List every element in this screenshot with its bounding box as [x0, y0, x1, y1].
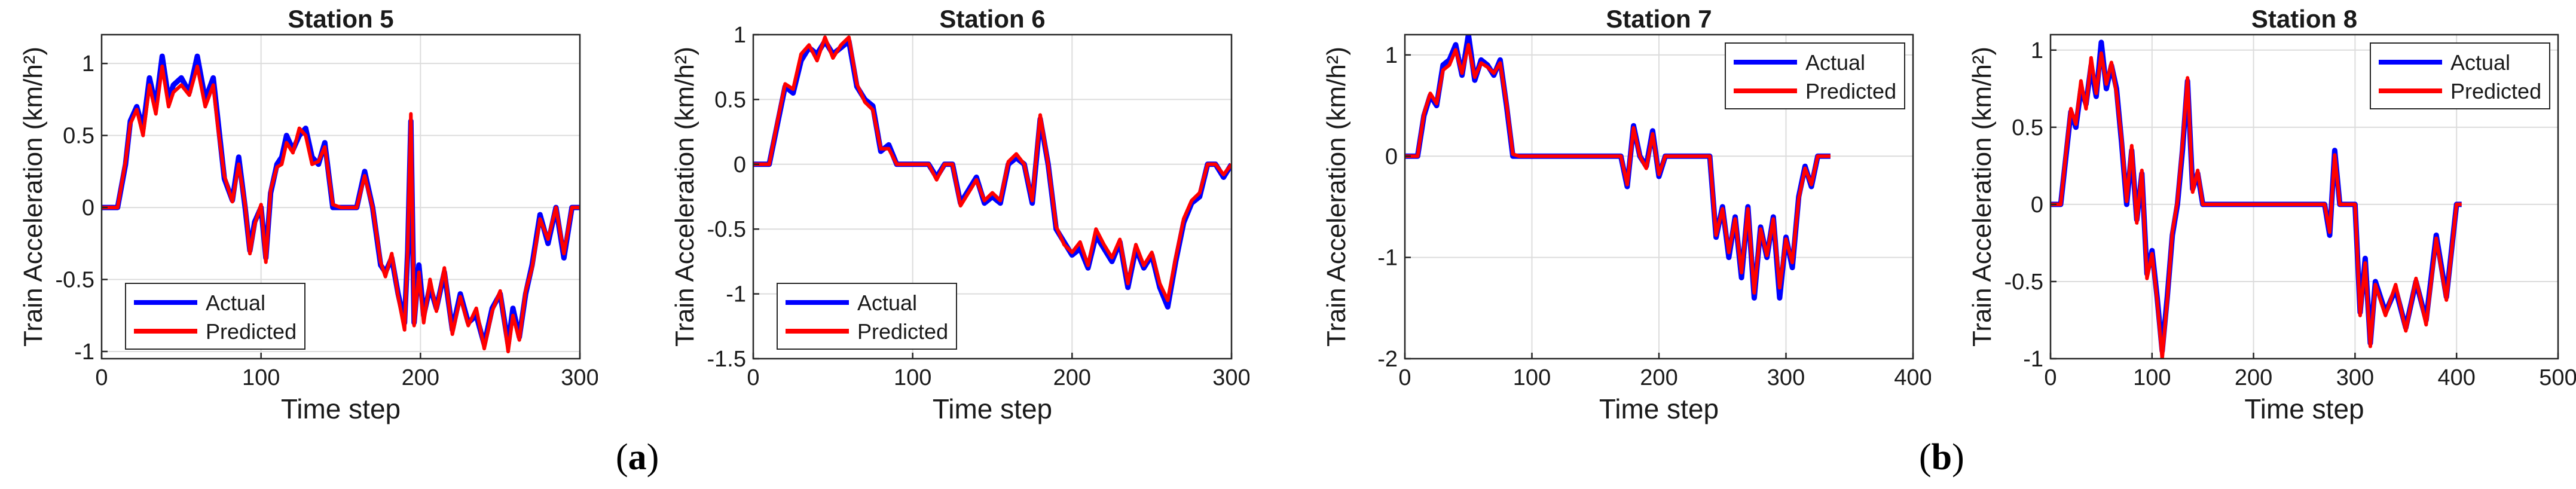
- legend-label-predicted: Predicted: [1805, 79, 1896, 103]
- y-tick-label: -1: [726, 282, 746, 307]
- chart-panel-2: 0 100 200 300 -1.5 -1 -0.5 0 0.5 1 Station 6 Time s…: [652, 0, 1251, 430]
- y-tick-label: 0: [82, 195, 94, 221]
- y-tick-label: 0.5: [2012, 115, 2043, 140]
- caption-a-open: (: [616, 437, 628, 478]
- y-tick-label: 0.5: [714, 87, 746, 112]
- series-line-predicted: [753, 35, 1232, 302]
- legend-label-predicted: Predicted: [206, 319, 297, 344]
- chart-station-6: 0 100 200 300 -1.5 -1 -0.5 0 0.5 1 Station 6 Time s…: [670, 5, 1251, 424]
- caption-a-letter: a: [628, 437, 647, 478]
- x-tick-label: 100: [2133, 365, 2171, 390]
- legend-box: [777, 283, 957, 350]
- legend: Actual Predicted: [2370, 42, 2550, 109]
- series-line-predicted: [2051, 51, 2462, 359]
- caption-a: (a): [616, 436, 659, 479]
- y-tick-label: -1: [74, 340, 94, 365]
- series-line-predicted: [102, 65, 580, 353]
- chart-panel-3: 0 100 200 300 400 -2 -1 0 1 Station 7 Time step Tra…: [1303, 0, 1932, 430]
- series-line-predicted: [1405, 42, 1831, 295]
- x-tick-label: 100: [894, 365, 931, 390]
- chart-station-5: 0 100 200 300 -1 -0.5 0 0.5 1 Station 5 Time step T…: [19, 5, 599, 424]
- x-tick-label: 200: [1640, 365, 1677, 390]
- y-tick-label: -1.5: [707, 347, 746, 372]
- chart-station-8: 0 100 200 300 400 500 -1 -0.5 0 0.5 1 Station 8 Time…: [1967, 5, 2576, 424]
- axes-frame: [2049, 33, 2559, 360]
- y-tick-label: 1: [2031, 38, 2043, 63]
- y-axis-label: Train Acceleration (km/h²): [19, 47, 48, 347]
- legend-label-predicted: Predicted: [857, 319, 948, 344]
- x-tick-label: 300: [2336, 365, 2374, 390]
- y-tick-label: -0.5: [707, 217, 746, 242]
- chart-title: Station 6: [939, 5, 1045, 33]
- chart-panel-1: 0 100 200 300 -1 -0.5 0 0.5 1 Station 5 Time step T…: [0, 0, 599, 430]
- legend-label-actual: Actual: [206, 291, 265, 315]
- y-axis-label: Train Acceleration (km/h²): [1967, 47, 1997, 347]
- y-tick-label: 0: [1385, 144, 1398, 169]
- legend: Actual Predicted: [1725, 42, 1905, 109]
- y-tick-label: -0.5: [2004, 270, 2043, 295]
- axes-frame: [752, 33, 1233, 360]
- y-tick-label: 1: [82, 51, 94, 77]
- x-axis-label: Time step: [281, 393, 401, 424]
- x-tick-label: 200: [1053, 365, 1091, 390]
- x-tick-label: 0: [2044, 365, 2056, 390]
- caption-a-close: ): [646, 437, 659, 478]
- chart-station-7: 0 100 200 300 400 -2 -1 0 1 Station 7 Time step Tra…: [1322, 5, 1932, 424]
- x-tick-label: 500: [2539, 365, 2576, 390]
- legend-box: [2370, 42, 2550, 109]
- y-tick-label: 0: [734, 152, 746, 178]
- x-tick-label: 300: [1767, 365, 1805, 390]
- x-tick-label: 300: [561, 365, 598, 390]
- legend-box: [125, 283, 305, 350]
- y-tick-label: -1: [1377, 246, 1398, 271]
- legend: Actual Predicted: [125, 283, 305, 350]
- legend-label-predicted: Predicted: [2450, 79, 2541, 103]
- x-tick-label: 0: [747, 365, 759, 390]
- y-axis-label: Train Acceleration (km/h²): [670, 47, 699, 347]
- caption-b-close: ): [1952, 437, 1964, 478]
- chart-title: Station 7: [1606, 5, 1712, 33]
- y-tick-label: 0: [2031, 192, 2043, 218]
- y-tick-label: 1: [1385, 43, 1398, 68]
- x-tick-label: 100: [1513, 365, 1551, 390]
- caption-b-letter: b: [1931, 437, 1952, 478]
- y-tick-label: -1: [2023, 347, 2043, 372]
- legend: Actual Predicted: [777, 283, 957, 350]
- caption-b-open: (: [1919, 437, 1932, 478]
- x-tick-label: 200: [402, 365, 439, 390]
- legend-label-actual: Actual: [857, 291, 917, 315]
- y-tick-label: -2: [1377, 347, 1398, 372]
- x-tick-label: 0: [1398, 365, 1411, 390]
- x-axis-label: Time step: [933, 393, 1052, 424]
- y-tick-label: 0.5: [63, 124, 94, 149]
- legend-box: [1725, 42, 1905, 109]
- x-tick-label: 0: [95, 365, 108, 390]
- x-tick-label: 400: [1894, 365, 1931, 390]
- y-tick-label: 1: [734, 23, 746, 48]
- y-axis-label: Train Acceleration (km/h²): [1322, 47, 1351, 347]
- legend-label-actual: Actual: [1805, 50, 1865, 75]
- x-tick-label: 100: [242, 365, 280, 390]
- x-tick-label: 400: [2437, 365, 2475, 390]
- legend-label-actual: Actual: [2450, 50, 2510, 75]
- caption-b: (b): [1919, 436, 1964, 479]
- x-tick-label: 200: [2235, 365, 2272, 390]
- x-tick-label: 300: [1212, 365, 1249, 390]
- y-tick-label: -0.5: [56, 268, 94, 293]
- chart-title: Station 5: [288, 5, 393, 33]
- chart-title: Station 8: [2251, 5, 2357, 33]
- x-axis-label: Time step: [1599, 393, 1719, 424]
- chart-panel-4: 0 100 200 300 400 500 -1 -0.5 0 0.5 1 Station 8 Time…: [1949, 0, 2576, 430]
- axes-frame: [100, 33, 581, 360]
- x-axis-label: Time step: [2244, 393, 2364, 424]
